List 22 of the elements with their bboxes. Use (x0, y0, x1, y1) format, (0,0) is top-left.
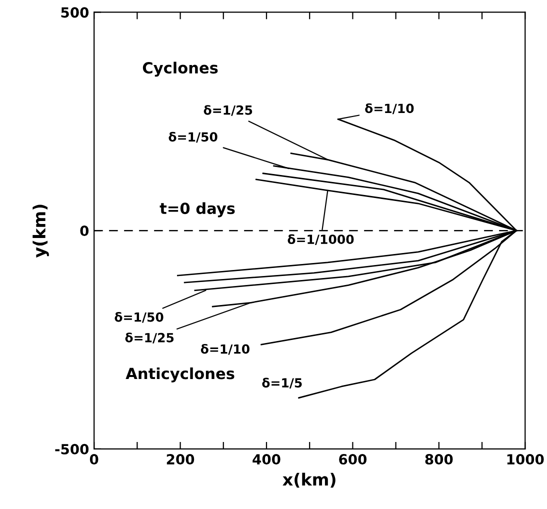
annotation: δ=1/10 (365, 103, 414, 114)
x-tick-label: 400 (252, 454, 280, 465)
x-tick-label: 1000 (507, 454, 544, 465)
annotation: δ=1/25 (125, 332, 174, 344)
y-tick-label: 500 (61, 7, 89, 18)
annotation: δ=1/50 (168, 132, 218, 143)
x-tick-label: 600 (339, 454, 367, 465)
y-axis-title: y(km) (32, 204, 49, 258)
y-tick-label: -500 (55, 444, 89, 454)
annotation: δ=1/5 (262, 378, 302, 389)
annotation: δ=1/10 (200, 344, 250, 355)
ref-line-label: t=0 days (160, 202, 235, 218)
x-tick-label: 0 (90, 454, 98, 465)
x-axis-title: x(km) (282, 472, 336, 488)
annotation: δ=1/50 (114, 312, 164, 323)
x-tick-label: 800 (425, 454, 453, 465)
x-tick-label: 200 (166, 454, 194, 465)
annotation: δ=1/25 (204, 105, 252, 116)
annotation: δ=1/1000 (288, 234, 354, 246)
annotation: Anticyclones (126, 367, 234, 382)
y-tick-label: 0 (80, 226, 89, 236)
annotation: Cyclones (142, 62, 218, 77)
